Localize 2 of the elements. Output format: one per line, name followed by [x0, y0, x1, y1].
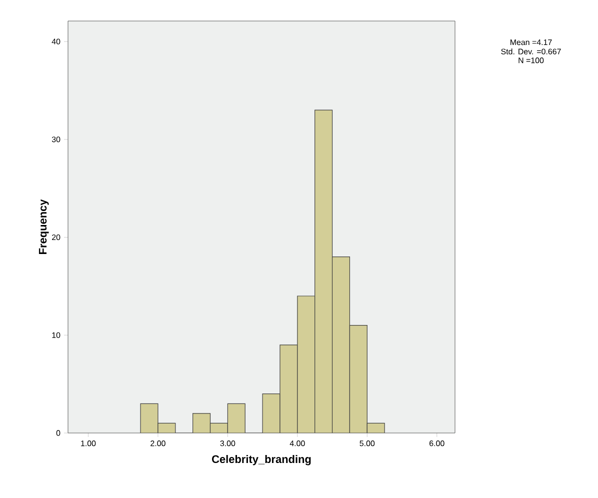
y-axis-title: Frequency [38, 199, 49, 254]
x-axis-title: Celebrity_branding [212, 455, 311, 466]
